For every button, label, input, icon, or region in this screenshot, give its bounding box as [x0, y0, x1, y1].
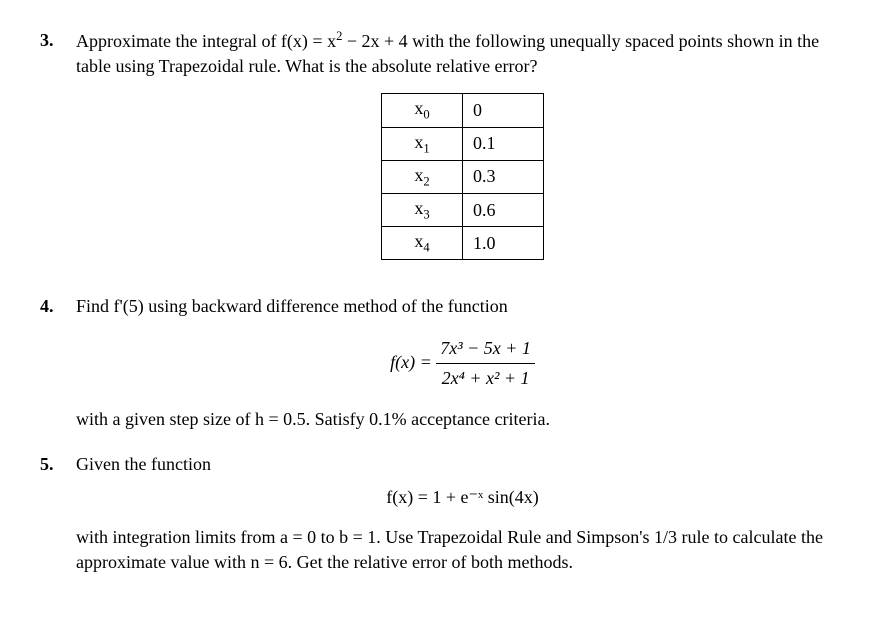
- x-base: x: [414, 198, 423, 218]
- x-base: x: [414, 231, 423, 251]
- problem-4-row: 4. Find f'(5) using backward difference …: [40, 294, 849, 432]
- table-row: x2 0.3: [382, 160, 544, 193]
- problem-3-row: 3. Approximate the integral of f(x) = x 2…: [40, 28, 849, 274]
- x-sub: 1: [423, 141, 429, 155]
- cell-x3-label: x3: [382, 194, 463, 227]
- table-row: x1 0.1: [382, 127, 544, 160]
- table-row: x4 1.0: [382, 227, 544, 260]
- p3-text-pre: Approximate the integral of f(x) = x: [76, 31, 336, 51]
- p3-table: x0 0 x1 0.1 x2 0.3 x3 0.6 x4 1.0: [381, 93, 544, 260]
- p4-fraction: 7x³ − 5x + 1 2x⁴ + x² + 1: [436, 336, 535, 391]
- x-base: x: [414, 98, 423, 118]
- problem-3-body: Approximate the integral of f(x) = x2 − …: [76, 28, 849, 274]
- x-sub: 0: [423, 108, 429, 122]
- problem-3-number: 3.: [40, 28, 68, 53]
- problem-4-number: 4.: [40, 294, 68, 319]
- p4-equation: f(x) = 7x³ − 5x + 1 2x⁴ + x² + 1: [76, 336, 849, 391]
- problem-4: 4. Find f'(5) using backward difference …: [40, 294, 849, 432]
- cell-x1-val: 0.1: [463, 127, 544, 160]
- cell-x2-val: 0.3: [463, 160, 544, 193]
- cell-x4-val: 1.0: [463, 227, 544, 260]
- problem-5-number: 5.: [40, 452, 68, 477]
- p5-text2: with integration limits from a = 0 to b …: [76, 525, 849, 575]
- cell-x0-val: 0: [463, 94, 544, 127]
- cell-x0-label: x0: [382, 94, 463, 127]
- x-base: x: [414, 165, 423, 185]
- p4-eq-lhs: f(x) =: [390, 351, 436, 371]
- x-sub: 2: [423, 174, 429, 188]
- problem-3: 3. Approximate the integral of f(x) = x 2…: [40, 28, 849, 274]
- problem-4-body: Find f'(5) using backward difference met…: [76, 294, 849, 432]
- problem-5: 5. Given the function f(x) = 1 + e⁻ˣ sin…: [40, 452, 849, 575]
- cell-x3-val: 0.6: [463, 194, 544, 227]
- table-row: x0 0: [382, 94, 544, 127]
- cell-x4-label: x4: [382, 227, 463, 260]
- p4-eq-den: 2x⁴ + x² + 1: [436, 364, 535, 391]
- problem-5-body: Given the function f(x) = 1 + e⁻ˣ sin(4x…: [76, 452, 849, 575]
- p5-equation: f(x) = 1 + e⁻ˣ sin(4x): [76, 485, 849, 510]
- problem-5-row: 5. Given the function f(x) = 1 + e⁻ˣ sin…: [40, 452, 849, 575]
- p5-text1: Given the function: [76, 454, 211, 474]
- x-sub: 4: [423, 241, 429, 255]
- x-sub: 3: [423, 208, 429, 222]
- p4-eq-num: 7x³ − 5x + 1: [436, 336, 535, 364]
- x-base: x: [414, 132, 423, 152]
- cell-x1-label: x1: [382, 127, 463, 160]
- table-row: x3 0.6: [382, 194, 544, 227]
- p4-text1: Find f'(5) using backward difference met…: [76, 296, 508, 316]
- p4-text2: with a given step size of h = 0.5. Satis…: [76, 407, 849, 432]
- cell-x2-label: x2: [382, 160, 463, 193]
